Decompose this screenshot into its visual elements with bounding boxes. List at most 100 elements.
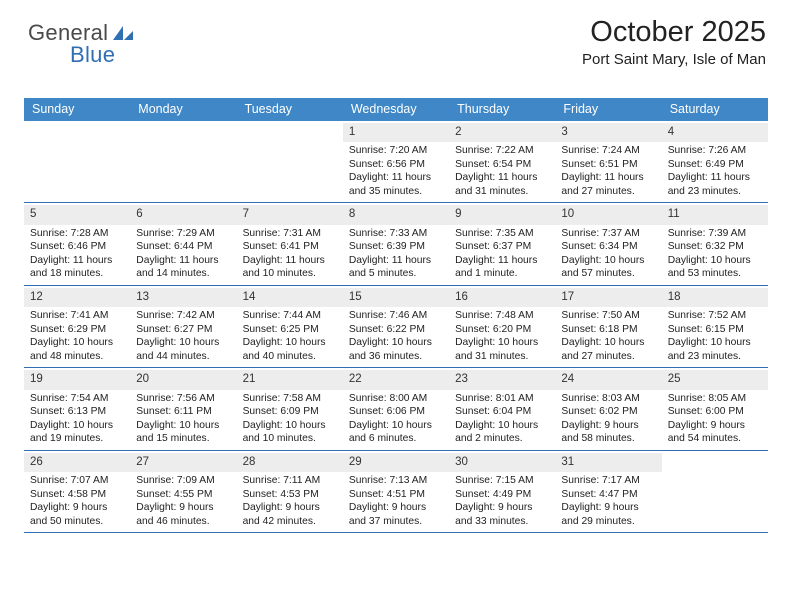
sunset-text: Sunset: 6:06 PM xyxy=(349,405,443,419)
sunset-text: Sunset: 6:09 PM xyxy=(243,405,337,419)
day-number: 21 xyxy=(237,370,343,389)
sunset-text: Sunset: 6:29 PM xyxy=(30,323,124,337)
daylight-text: Daylight: 9 hours and 37 minutes. xyxy=(349,501,443,528)
day-number: 30 xyxy=(449,453,555,472)
day-number: 8 xyxy=(343,205,449,224)
day-number: 5 xyxy=(24,205,130,224)
sunrise-text: Sunrise: 7:56 AM xyxy=(136,392,230,406)
sunset-text: Sunset: 6:41 PM xyxy=(243,240,337,254)
daylight-text: Daylight: 11 hours and 10 minutes. xyxy=(243,254,337,281)
day-cell xyxy=(237,121,343,202)
daylight-text: Daylight: 11 hours and 35 minutes. xyxy=(349,171,443,198)
daylight-text: Daylight: 10 hours and 19 minutes. xyxy=(30,419,124,446)
sunrise-text: Sunrise: 7:42 AM xyxy=(136,309,230,323)
day-cell: 31Sunrise: 7:17 AMSunset: 4:47 PMDayligh… xyxy=(555,451,661,532)
sunset-text: Sunset: 6:44 PM xyxy=(136,240,230,254)
daylight-text: Daylight: 10 hours and 36 minutes. xyxy=(349,336,443,363)
sunrise-text: Sunrise: 7:13 AM xyxy=(349,474,443,488)
daylight-text: Daylight: 11 hours and 5 minutes. xyxy=(349,254,443,281)
sunset-text: Sunset: 4:55 PM xyxy=(136,488,230,502)
day-cell: 15Sunrise: 7:46 AMSunset: 6:22 PMDayligh… xyxy=(343,286,449,367)
daylight-text: Daylight: 10 hours and 40 minutes. xyxy=(243,336,337,363)
weekday-header: Monday xyxy=(130,98,236,121)
sunset-text: Sunset: 6:39 PM xyxy=(349,240,443,254)
sunrise-text: Sunrise: 7:31 AM xyxy=(243,227,337,241)
day-number: 10 xyxy=(555,205,661,224)
sunset-text: Sunset: 6:46 PM xyxy=(30,240,124,254)
day-cell: 12Sunrise: 7:41 AMSunset: 6:29 PMDayligh… xyxy=(24,286,130,367)
day-cell: 17Sunrise: 7:50 AMSunset: 6:18 PMDayligh… xyxy=(555,286,661,367)
sunrise-text: Sunrise: 7:52 AM xyxy=(668,309,762,323)
day-number: 2 xyxy=(449,123,555,142)
weekday-header: Thursday xyxy=(449,98,555,121)
sunset-text: Sunset: 4:58 PM xyxy=(30,488,124,502)
sunrise-text: Sunrise: 7:20 AM xyxy=(349,144,443,158)
day-cell: 4Sunrise: 7:26 AMSunset: 6:49 PMDaylight… xyxy=(662,121,768,202)
daylight-text: Daylight: 11 hours and 31 minutes. xyxy=(455,171,549,198)
day-cell xyxy=(24,121,130,202)
sunset-text: Sunset: 4:51 PM xyxy=(349,488,443,502)
week-row: 12Sunrise: 7:41 AMSunset: 6:29 PMDayligh… xyxy=(24,286,768,368)
day-cell: 3Sunrise: 7:24 AMSunset: 6:51 PMDaylight… xyxy=(555,121,661,202)
sunrise-text: Sunrise: 7:46 AM xyxy=(349,309,443,323)
day-cell: 28Sunrise: 7:11 AMSunset: 4:53 PMDayligh… xyxy=(237,451,343,532)
week-row: 5Sunrise: 7:28 AMSunset: 6:46 PMDaylight… xyxy=(24,203,768,285)
daylight-text: Daylight: 10 hours and 31 minutes. xyxy=(455,336,549,363)
sunrise-text: Sunrise: 7:50 AM xyxy=(561,309,655,323)
sunrise-text: Sunrise: 7:54 AM xyxy=(30,392,124,406)
day-cell: 21Sunrise: 7:58 AMSunset: 6:09 PMDayligh… xyxy=(237,368,343,449)
daylight-text: Daylight: 11 hours and 1 minute. xyxy=(455,254,549,281)
day-cell: 5 Sunrise: 7:28 AMSunset: 6:46 PMDaylight… xyxy=(24,203,130,284)
sunrise-text: Sunrise: 7:09 AM xyxy=(136,474,230,488)
day-number: 3 xyxy=(555,123,661,142)
day-number: 11 xyxy=(662,205,768,224)
sunset-text: Sunset: 6:56 PM xyxy=(349,158,443,172)
sunset-text: Sunset: 4:49 PM xyxy=(455,488,549,502)
sunset-text: Sunset: 6:13 PM xyxy=(30,405,124,419)
sunset-text: Sunset: 6:18 PM xyxy=(561,323,655,337)
day-cell: 20Sunrise: 7:56 AMSunset: 6:11 PMDayligh… xyxy=(130,368,236,449)
sunrise-text: Sunrise: 8:03 AM xyxy=(561,392,655,406)
daylight-text: Daylight: 9 hours and 54 minutes. xyxy=(668,419,762,446)
day-number: 9 xyxy=(449,205,555,224)
sunset-text: Sunset: 6:15 PM xyxy=(668,323,762,337)
day-number: 7 xyxy=(237,205,343,224)
weekday-header: Saturday xyxy=(662,98,768,121)
sunrise-text: Sunrise: 7:07 AM xyxy=(30,474,124,488)
day-cell: 10Sunrise: 7:37 AMSunset: 6:34 PMDayligh… xyxy=(555,203,661,284)
sunrise-text: Sunrise: 7:28 AM xyxy=(30,227,124,241)
day-number: 20 xyxy=(130,370,236,389)
sunrise-text: Sunrise: 7:33 AM xyxy=(349,227,443,241)
day-number: 27 xyxy=(130,453,236,472)
daylight-text: Daylight: 10 hours and 2 minutes. xyxy=(455,419,549,446)
day-number: 26 xyxy=(24,453,130,472)
daylight-text: Daylight: 11 hours and 18 minutes. xyxy=(30,254,124,281)
daylight-text: Daylight: 10 hours and 57 minutes. xyxy=(561,254,655,281)
daylight-text: Daylight: 11 hours and 14 minutes. xyxy=(136,254,230,281)
day-cell: 26 Sunrise: 7:07 AMSunset: 4:58 PMDayligh… xyxy=(24,451,130,532)
day-number: 17 xyxy=(555,288,661,307)
sunset-text: Sunset: 4:53 PM xyxy=(243,488,337,502)
day-cell: 22Sunrise: 8:00 AMSunset: 6:06 PMDayligh… xyxy=(343,368,449,449)
sunrise-text: Sunrise: 8:00 AM xyxy=(349,392,443,406)
day-cell: 25Sunrise: 8:05 AMSunset: 6:00 PMDayligh… xyxy=(662,368,768,449)
sunset-text: Sunset: 4:47 PM xyxy=(561,488,655,502)
daylight-text: Daylight: 9 hours and 29 minutes. xyxy=(561,501,655,528)
day-number: 31 xyxy=(555,453,661,472)
sunrise-text: Sunrise: 7:11 AM xyxy=(243,474,337,488)
sunset-text: Sunset: 6:02 PM xyxy=(561,405,655,419)
calendar: SundayMondayTuesdayWednesdayThursdayFrid… xyxy=(24,98,768,533)
daylight-text: Daylight: 10 hours and 48 minutes. xyxy=(30,336,124,363)
sunset-text: Sunset: 6:54 PM xyxy=(455,158,549,172)
daylight-text: Daylight: 10 hours and 23 minutes. xyxy=(668,336,762,363)
daylight-text: Daylight: 9 hours and 50 minutes. xyxy=(30,501,124,528)
day-cell: 6Sunrise: 7:29 AMSunset: 6:44 PMDaylight… xyxy=(130,203,236,284)
daylight-text: Daylight: 9 hours and 42 minutes. xyxy=(243,501,337,528)
daylight-text: Daylight: 9 hours and 58 minutes. xyxy=(561,419,655,446)
daylight-text: Daylight: 10 hours and 6 minutes. xyxy=(349,419,443,446)
daylight-text: Daylight: 10 hours and 10 minutes. xyxy=(243,419,337,446)
sunrise-text: Sunrise: 7:26 AM xyxy=(668,144,762,158)
daylight-text: Daylight: 9 hours and 46 minutes. xyxy=(136,501,230,528)
sunrise-text: Sunrise: 7:15 AM xyxy=(455,474,549,488)
day-number: 16 xyxy=(449,288,555,307)
